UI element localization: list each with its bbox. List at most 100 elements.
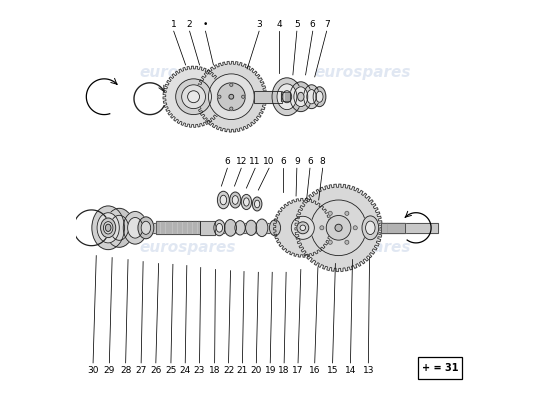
Ellipse shape — [92, 206, 124, 250]
Ellipse shape — [182, 85, 206, 109]
Text: 6: 6 — [224, 156, 230, 166]
Ellipse shape — [214, 220, 225, 236]
Bar — [418, 357, 461, 379]
Ellipse shape — [292, 216, 315, 239]
Text: 26: 26 — [150, 366, 162, 374]
Text: 20: 20 — [251, 366, 262, 374]
Ellipse shape — [345, 240, 349, 244]
Text: 13: 13 — [362, 366, 374, 374]
Text: 21: 21 — [236, 366, 248, 374]
Ellipse shape — [235, 221, 245, 235]
Ellipse shape — [366, 221, 375, 234]
Text: 12: 12 — [235, 156, 247, 166]
Text: •: • — [203, 20, 208, 28]
Bar — [156, 222, 200, 234]
Bar — [200, 221, 216, 235]
Ellipse shape — [300, 225, 306, 230]
Text: 14: 14 — [345, 366, 356, 374]
Text: 25: 25 — [165, 366, 177, 374]
Ellipse shape — [294, 87, 308, 107]
Ellipse shape — [353, 226, 358, 230]
Text: 6: 6 — [307, 156, 313, 166]
Text: 11: 11 — [249, 156, 261, 166]
Ellipse shape — [272, 78, 302, 116]
Text: 29: 29 — [103, 366, 115, 374]
Ellipse shape — [328, 211, 332, 215]
Ellipse shape — [244, 198, 249, 206]
Bar — [254, 91, 282, 103]
Ellipse shape — [110, 215, 129, 240]
Text: 6: 6 — [310, 20, 316, 28]
Ellipse shape — [255, 200, 260, 208]
Ellipse shape — [304, 85, 320, 109]
Ellipse shape — [345, 211, 349, 215]
Text: eurospares: eurospares — [139, 65, 236, 80]
Text: 15: 15 — [327, 366, 338, 374]
Ellipse shape — [311, 200, 366, 256]
Ellipse shape — [307, 90, 316, 104]
Bar — [200, 221, 216, 235]
Polygon shape — [196, 61, 267, 132]
Polygon shape — [295, 184, 382, 272]
Ellipse shape — [103, 222, 113, 234]
Text: 4: 4 — [276, 20, 282, 28]
Ellipse shape — [256, 219, 268, 236]
Text: 17: 17 — [292, 366, 304, 374]
Text: 9: 9 — [294, 156, 300, 166]
Text: 23: 23 — [194, 366, 205, 374]
Text: 28: 28 — [120, 366, 131, 374]
Text: 10: 10 — [263, 156, 275, 166]
Text: 7: 7 — [324, 20, 329, 28]
Bar — [382, 223, 405, 233]
Text: eurospares: eurospares — [314, 65, 411, 80]
Ellipse shape — [224, 220, 236, 236]
Bar — [156, 222, 200, 234]
Text: 24: 24 — [180, 366, 191, 374]
Text: eurospares: eurospares — [139, 240, 236, 255]
Ellipse shape — [216, 224, 223, 232]
Ellipse shape — [128, 218, 143, 238]
Text: 19: 19 — [265, 366, 276, 374]
Bar — [92, 223, 438, 233]
Ellipse shape — [241, 194, 251, 210]
Ellipse shape — [320, 226, 324, 230]
Bar — [254, 91, 282, 103]
Ellipse shape — [106, 224, 111, 232]
Ellipse shape — [230, 107, 233, 110]
Ellipse shape — [123, 212, 147, 244]
Ellipse shape — [252, 197, 262, 211]
Ellipse shape — [220, 195, 227, 205]
Text: eurospares: eurospares — [314, 240, 411, 255]
Ellipse shape — [138, 217, 154, 239]
Ellipse shape — [230, 83, 233, 86]
Text: 18: 18 — [278, 366, 290, 374]
Ellipse shape — [290, 82, 312, 112]
Ellipse shape — [97, 213, 119, 243]
Text: 5: 5 — [294, 20, 300, 28]
Ellipse shape — [230, 192, 241, 208]
Polygon shape — [273, 198, 332, 257]
Ellipse shape — [282, 91, 292, 103]
Ellipse shape — [218, 95, 221, 98]
Bar — [282, 92, 290, 102]
Text: 16: 16 — [309, 366, 321, 374]
Ellipse shape — [229, 94, 234, 99]
Ellipse shape — [270, 220, 280, 236]
Ellipse shape — [246, 220, 257, 235]
Bar — [382, 223, 405, 233]
Text: 22: 22 — [223, 366, 234, 374]
Text: 27: 27 — [135, 366, 147, 374]
Ellipse shape — [297, 222, 309, 234]
Ellipse shape — [277, 84, 297, 110]
Text: 2: 2 — [187, 20, 192, 28]
Polygon shape — [163, 66, 224, 127]
Ellipse shape — [335, 224, 342, 231]
Ellipse shape — [175, 79, 211, 114]
Ellipse shape — [362, 216, 378, 240]
Ellipse shape — [208, 74, 254, 120]
Ellipse shape — [141, 221, 151, 234]
Bar — [92, 223, 438, 233]
Bar — [282, 92, 290, 102]
Ellipse shape — [328, 240, 332, 244]
Ellipse shape — [217, 83, 245, 111]
